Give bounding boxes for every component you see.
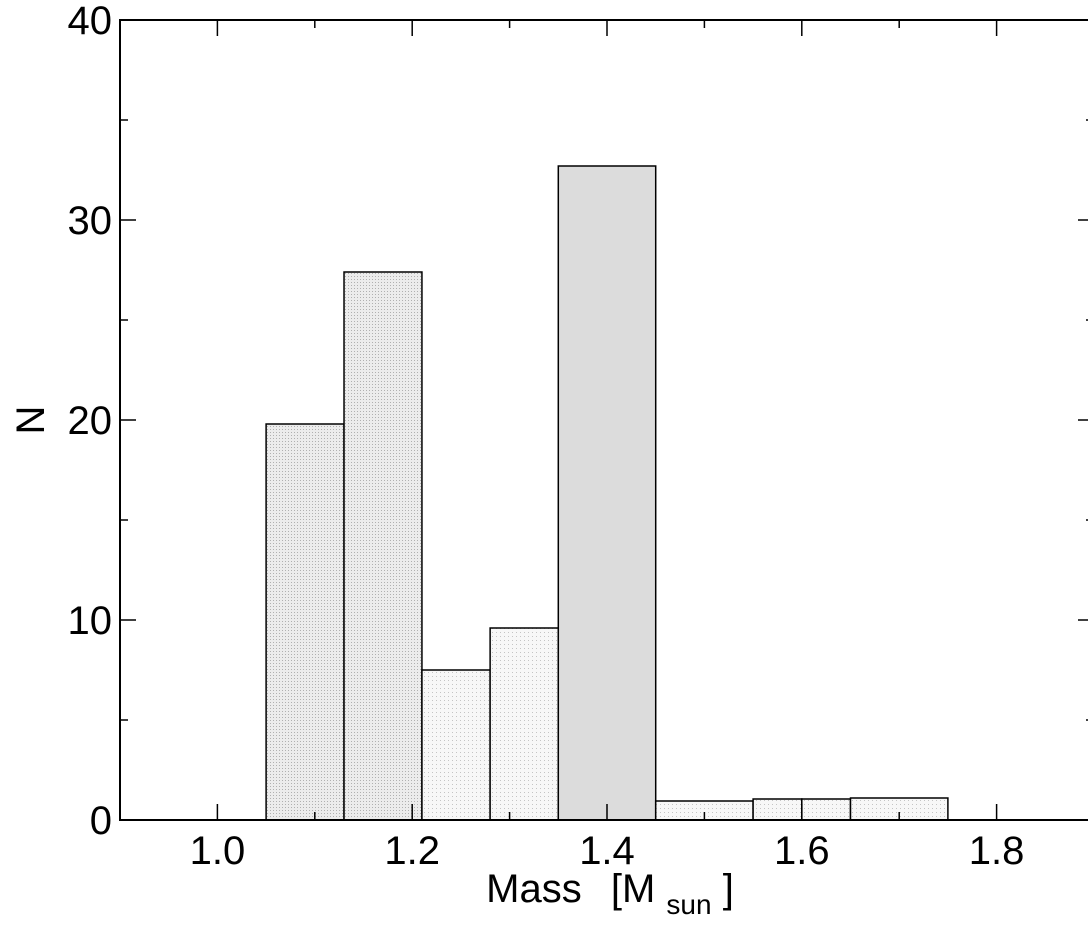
x-axis-label-unit-close: ] [723, 867, 734, 911]
x-tick-label: 1.4 [579, 829, 635, 873]
histogram-bar-2 [421, 669, 491, 821]
x-tick-label: 1.2 [384, 829, 440, 873]
x-tick-label: 1.8 [969, 829, 1025, 873]
histogram-bar-6 [752, 798, 803, 821]
y-tick-label: 0 [90, 799, 112, 843]
y-axis-label: N [9, 406, 53, 435]
histogram-bar-1 [343, 271, 423, 821]
x-axis-label-quantity: Mass [486, 867, 582, 911]
x-tick-label: 1.0 [190, 829, 246, 873]
x-axis-label-unit-open: [M [611, 867, 655, 911]
tick-labels: 1.0 1.2 1.4 1.6 1.8 0 10 20 30 40 [68, 0, 1025, 873]
plot-frame [119, 19, 1088, 821]
x-axis-label-unit-sub: sun [666, 889, 711, 920]
histogram-bar-0 [265, 423, 345, 821]
x-tick-label: 1.6 [774, 829, 830, 873]
y-tick-label: 30 [68, 199, 113, 243]
x-axis-label: Mass [M sun ] [486, 867, 734, 923]
histogram-bar-3 [489, 627, 560, 821]
y-tick-label: 40 [68, 0, 113, 43]
y-tick-label: 10 [68, 599, 113, 643]
histogram-bar-7 [801, 798, 852, 821]
bars-layer [265, 165, 949, 821]
histogram-bar-4 [557, 165, 657, 821]
y-tick-label: 20 [68, 399, 113, 443]
ticks-layer [119, 19, 1088, 821]
